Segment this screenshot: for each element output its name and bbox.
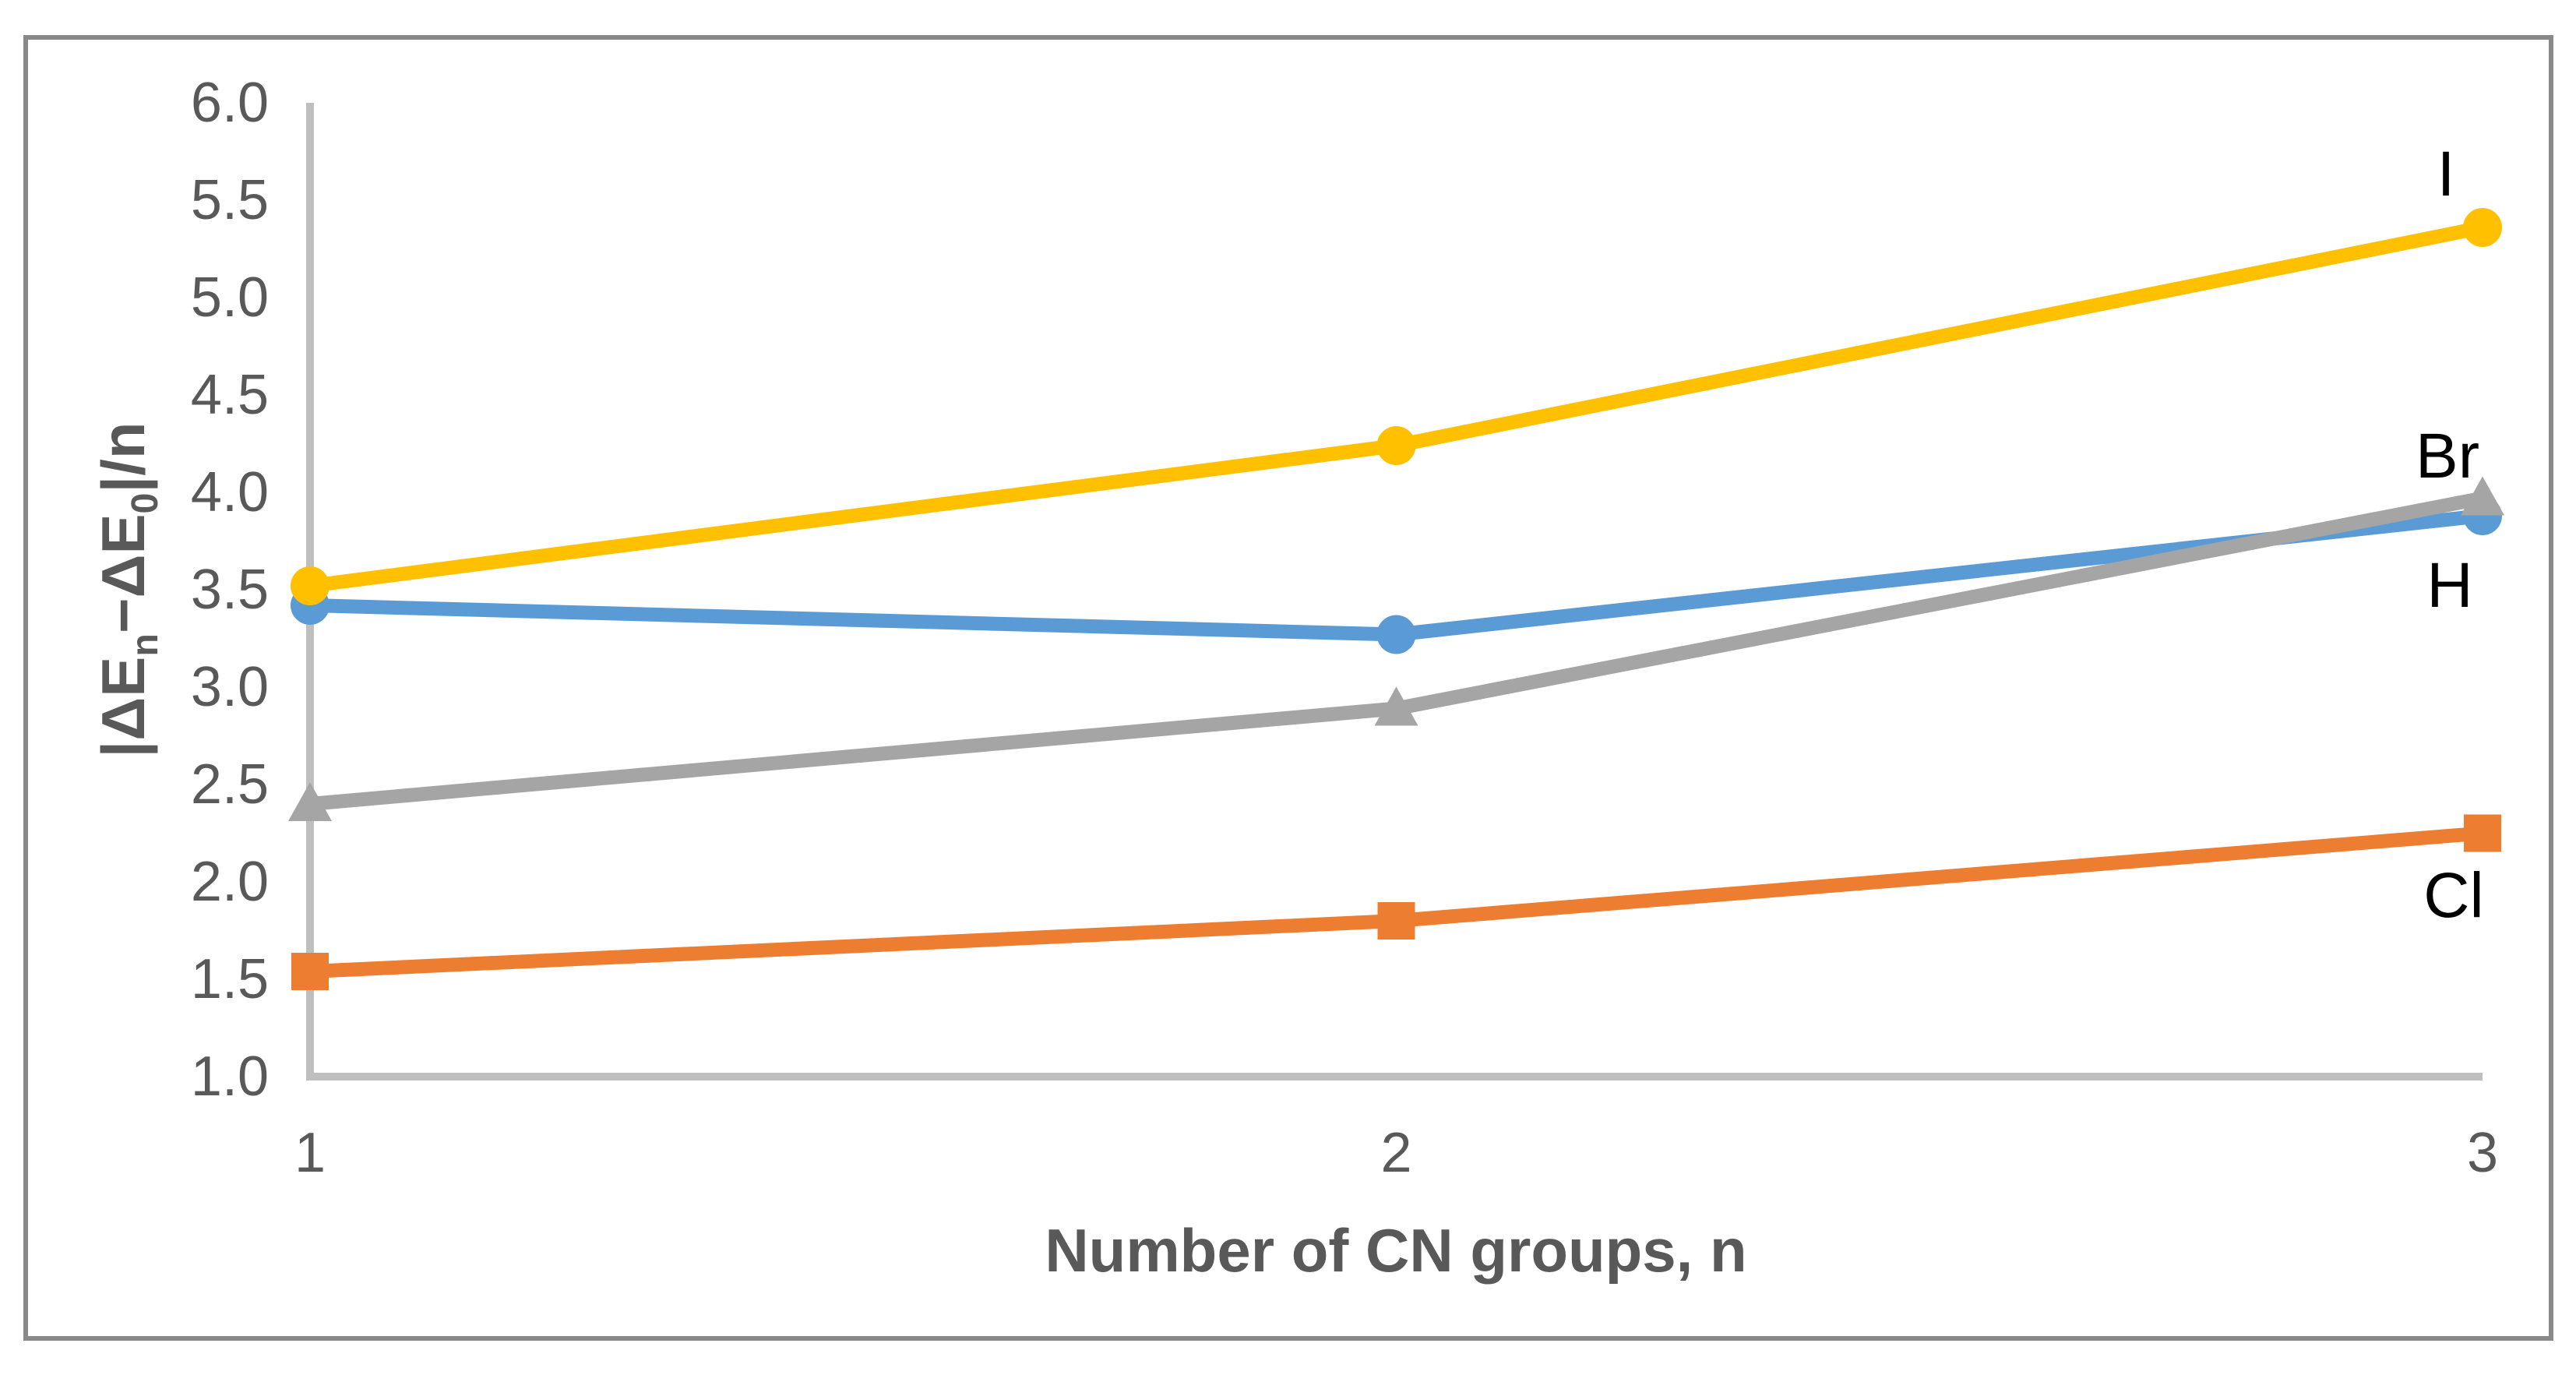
y-tick-label: 4.0 (190, 461, 269, 524)
y-tick-label: 1.5 (190, 948, 269, 1010)
marker-I-1 (291, 566, 329, 605)
series-layer (288, 208, 2504, 990)
series-label-H: H (2426, 550, 2473, 621)
series-label-Br: Br (2416, 420, 2479, 492)
x-tick-label: 3 (2466, 1122, 2499, 1184)
x-axis-title: Number of CN groups, n (1045, 1216, 1747, 1285)
y-tick-label: 2.0 (190, 851, 269, 913)
marker-H-2 (1376, 615, 1416, 654)
x-tick-label: 1 (294, 1122, 326, 1184)
y-tick-label: 3.5 (190, 559, 269, 621)
x-tick-label: 2 (1380, 1122, 1412, 1184)
marker-Cl-1 (291, 953, 329, 990)
y-tick-label: 5.5 (190, 169, 269, 231)
y-tick-label: 6.0 (190, 72, 269, 134)
y-tick-label: 2.5 (190, 753, 269, 816)
y-tick-label: 1.0 (190, 1045, 269, 1108)
series-label-Cl: Cl (2423, 859, 2484, 931)
y-tick-label: 4.5 (190, 364, 269, 426)
marker-Cl-2 (1377, 902, 1415, 940)
marker-Br-1 (288, 782, 332, 821)
series-line-I (303, 220, 2490, 593)
chart-border-frame (23, 35, 2553, 1341)
marker-Cl-3 (2464, 814, 2501, 852)
marker-Br-3 (2461, 476, 2504, 516)
marker-I-2 (1376, 426, 1416, 465)
series-label-I: I (2437, 139, 2455, 210)
y-title-sub-n: n (123, 633, 166, 657)
y-tick-label: 3.0 (190, 656, 269, 718)
marker-I-3 (2463, 208, 2502, 247)
marker-Br-2 (1374, 686, 1418, 726)
y-tick-label: 5.0 (190, 266, 269, 329)
